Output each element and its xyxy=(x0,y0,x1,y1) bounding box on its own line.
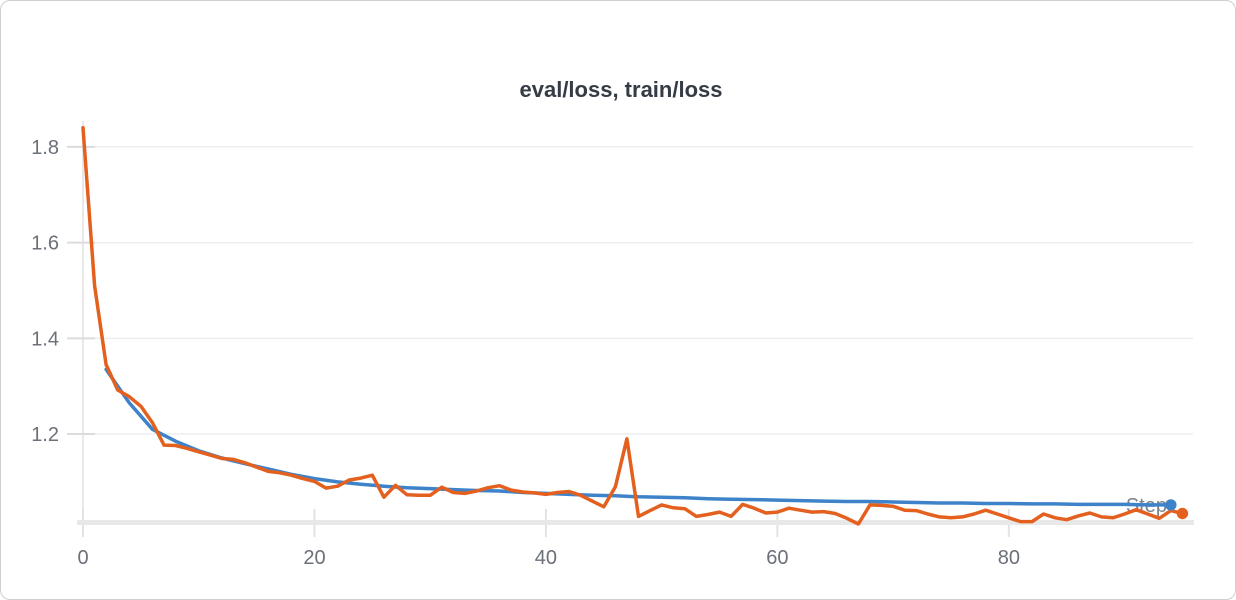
chart-grid: 0 20 40 60 80 1.2 1.4 1.6 1.8 xyxy=(31,121,1194,569)
x-axis-baseline xyxy=(77,520,1194,525)
chart-marks: Step xyxy=(81,125,1189,526)
x-tick-label: 80 xyxy=(998,547,1020,569)
eval-loss-end-marker xyxy=(1165,499,1177,511)
x-tick-label: 60 xyxy=(766,547,788,569)
eval-loss-line xyxy=(104,367,1173,507)
y-tick-label: 1.8 xyxy=(31,137,59,159)
x-tick-label: 20 xyxy=(303,547,325,569)
chart-title: eval/loss, train/loss xyxy=(520,77,723,102)
train-loss-line xyxy=(81,125,1185,526)
y-tick-label: 1.2 xyxy=(31,424,59,446)
train-loss-end-marker xyxy=(1176,507,1189,520)
x-tick-label: 0 xyxy=(77,547,88,569)
y-tick-label: 1.6 xyxy=(31,233,59,255)
x-tick-label: 40 xyxy=(535,547,557,569)
y-tick-label: 1.4 xyxy=(31,328,59,350)
